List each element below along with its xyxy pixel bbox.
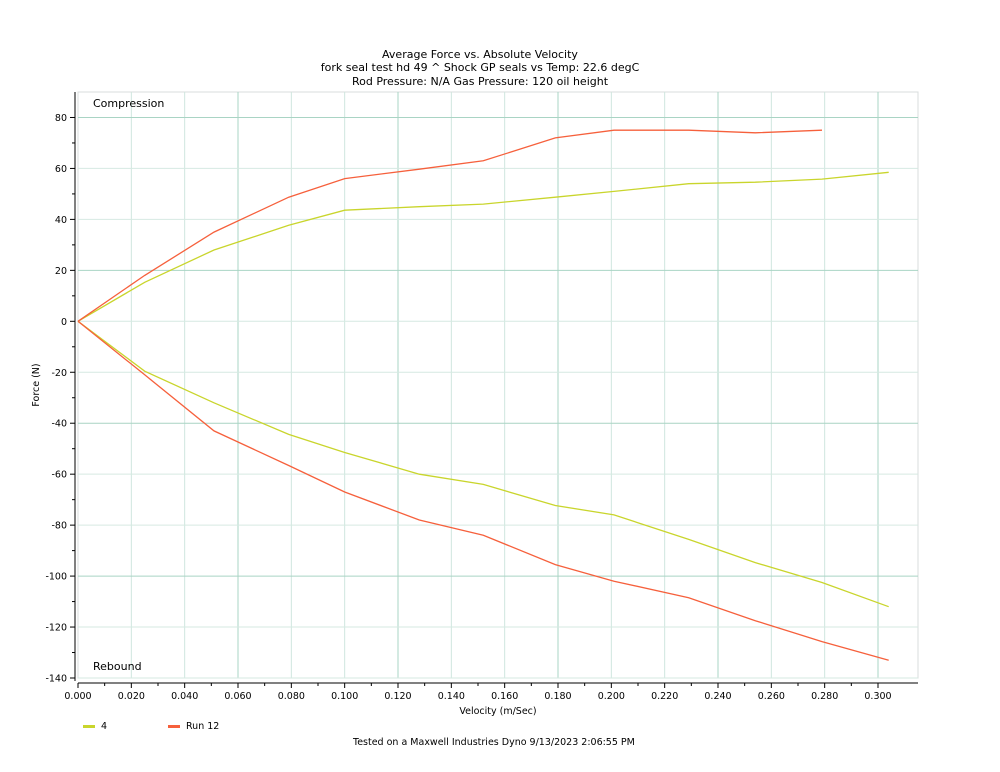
x-tick-label: 0.200 bbox=[598, 691, 625, 702]
x-tick-label: 0.280 bbox=[811, 691, 838, 702]
x-tick-label: 0.140 bbox=[438, 691, 465, 702]
y-tick-label: -80 bbox=[51, 521, 67, 532]
y-tick-label: -140 bbox=[45, 674, 67, 685]
y-axis-label: Force (N) bbox=[31, 363, 42, 406]
x-tick-label: 0.180 bbox=[544, 691, 571, 702]
y-tick-label: -60 bbox=[51, 470, 67, 481]
x-tick-label: 0.060 bbox=[224, 691, 251, 702]
chart-title: Average Force vs. Absolute Velocity bbox=[382, 48, 578, 61]
x-tick-label: 0.120 bbox=[384, 691, 411, 702]
y-tick-label: -20 bbox=[51, 368, 67, 379]
chart-subtitle-1: fork seal test hd 49 ^ Shock GP seals vs… bbox=[320, 61, 640, 74]
y-tick-label: -120 bbox=[45, 623, 67, 634]
x-tick-label: 0.100 bbox=[331, 691, 358, 702]
x-tick-label: 0.000 bbox=[64, 691, 91, 702]
y-tick-label: 80 bbox=[55, 113, 67, 124]
x-tick-label: 0.040 bbox=[171, 691, 198, 702]
x-tick-label: 0.240 bbox=[704, 691, 731, 702]
series-line-4-compression bbox=[77, 171, 889, 322]
chart-subtitle-2: Rod Pressure: N/A Gas Pressure: 120 oil … bbox=[351, 75, 609, 88]
x-tick-label: 0.160 bbox=[491, 691, 518, 702]
rebound-label: Rebound bbox=[93, 660, 142, 673]
y-tick-label: 40 bbox=[55, 215, 67, 226]
x-tick-label: 0.220 bbox=[651, 691, 678, 702]
legend-label: Run 12 bbox=[186, 721, 220, 732]
axes: 0.000 0.020 0.040 0.060 0.080 0.100 0.120 0.140… bbox=[45, 92, 918, 702]
series-line-4-rebound bbox=[77, 320, 889, 608]
y-tick-label: -100 bbox=[45, 572, 67, 583]
footer-text: Tested on a Maxwell Industries Dyno 9/13… bbox=[353, 737, 635, 748]
series-lines bbox=[77, 129, 889, 661]
legend-swatch bbox=[168, 725, 180, 728]
grid bbox=[77, 91, 919, 679]
x-tick-label: 0.080 bbox=[278, 691, 305, 702]
x-tick-label: 0.300 bbox=[864, 691, 891, 702]
compression-label: Compression bbox=[93, 97, 164, 110]
x-tick-label: 0.020 bbox=[118, 691, 145, 702]
y-tick-label: 60 bbox=[55, 164, 67, 175]
series-line-run-12-rebound bbox=[77, 320, 889, 661]
x-tick-label: 0.260 bbox=[758, 691, 785, 702]
y-tick-label: -40 bbox=[51, 419, 67, 430]
x-axis-label: Velocity (m/Sec) bbox=[459, 706, 536, 717]
legend-item-run-12: Run 12 bbox=[168, 721, 219, 732]
legend-swatch bbox=[83, 725, 95, 728]
y-tick-label: 0 bbox=[61, 317, 67, 328]
series-line-run-12-compression bbox=[77, 129, 823, 322]
legend-item-4: 4 bbox=[83, 721, 107, 732]
y-tick-label: 20 bbox=[55, 266, 67, 277]
legend-label: 4 bbox=[101, 721, 108, 732]
